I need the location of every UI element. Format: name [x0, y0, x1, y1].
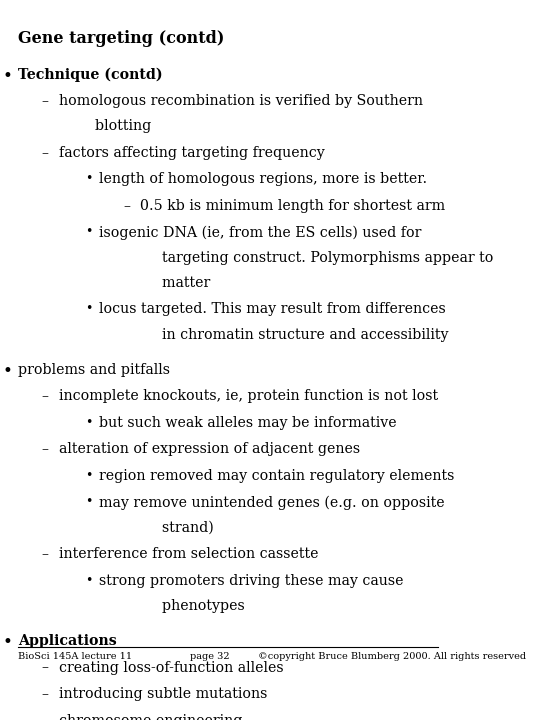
- Text: –: –: [123, 199, 130, 213]
- Text: •: •: [2, 634, 12, 651]
- Text: alteration of expression of adjacent genes: alteration of expression of adjacent gen…: [59, 442, 360, 456]
- Text: homologous recombination is verified by Southern: homologous recombination is verified by …: [59, 94, 423, 108]
- Text: blotting: blotting: [59, 120, 151, 133]
- Text: region removed may contain regulatory elements: region removed may contain regulatory el…: [99, 469, 455, 483]
- Text: –: –: [42, 661, 49, 675]
- Text: •: •: [85, 172, 92, 185]
- Text: Applications: Applications: [18, 634, 117, 648]
- Text: •: •: [85, 302, 92, 315]
- Text: –: –: [42, 146, 49, 160]
- Text: –: –: [42, 714, 49, 720]
- Text: in chromatin structure and accessibility: in chromatin structure and accessibility: [99, 328, 449, 342]
- Text: Technique (contd): Technique (contd): [18, 68, 163, 82]
- Text: Gene targeting (contd): Gene targeting (contd): [18, 30, 225, 47]
- Text: may remove unintended genes (e.g. on opposite: may remove unintended genes (e.g. on opp…: [99, 495, 445, 510]
- Text: creating loss-of-function alleles: creating loss-of-function alleles: [59, 661, 284, 675]
- Text: strand): strand): [99, 521, 214, 535]
- Text: –: –: [42, 547, 49, 561]
- Text: introducing subtle mutations: introducing subtle mutations: [59, 687, 267, 701]
- Text: BioSci 145A lecture 11: BioSci 145A lecture 11: [18, 652, 132, 661]
- Text: incomplete knockouts, ie, protein function is not lost: incomplete knockouts, ie, protein functi…: [59, 390, 438, 403]
- Text: ©copyright Bruce Blumberg 2000. All rights reserved: ©copyright Bruce Blumberg 2000. All righ…: [258, 652, 525, 661]
- Text: chromosome engineering: chromosome engineering: [59, 714, 242, 720]
- Text: –: –: [42, 442, 49, 456]
- Text: factors affecting targeting frequency: factors affecting targeting frequency: [59, 146, 325, 160]
- Text: phenotypes: phenotypes: [99, 599, 245, 613]
- Text: •: •: [85, 574, 92, 587]
- Text: length of homologous regions, more is better.: length of homologous regions, more is be…: [99, 172, 428, 186]
- Text: isogenic DNA (ie, from the ES cells) used for: isogenic DNA (ie, from the ES cells) use…: [99, 225, 422, 240]
- Text: interference from selection cassette: interference from selection cassette: [59, 547, 318, 561]
- Text: problems and pitfalls: problems and pitfalls: [18, 363, 170, 377]
- Text: •: •: [85, 416, 92, 429]
- Text: but such weak alleles may be informative: but such weak alleles may be informative: [99, 416, 397, 430]
- Text: •: •: [85, 225, 92, 238]
- Text: •: •: [85, 469, 92, 482]
- Text: matter: matter: [99, 276, 211, 290]
- Text: •: •: [2, 68, 12, 84]
- Text: targeting construct. Polymorphisms appear to: targeting construct. Polymorphisms appea…: [99, 251, 494, 265]
- Text: strong promoters driving these may cause: strong promoters driving these may cause: [99, 574, 404, 588]
- Text: –: –: [42, 390, 49, 403]
- Text: •: •: [2, 363, 12, 380]
- Text: 0.5 kb is minimum length for shortest arm: 0.5 kb is minimum length for shortest ar…: [140, 199, 445, 213]
- Text: •: •: [85, 495, 92, 508]
- Text: –: –: [42, 94, 49, 108]
- Text: locus targeted. This may result from differences: locus targeted. This may result from dif…: [99, 302, 446, 317]
- Text: page 32: page 32: [190, 652, 230, 661]
- Text: –: –: [42, 687, 49, 701]
